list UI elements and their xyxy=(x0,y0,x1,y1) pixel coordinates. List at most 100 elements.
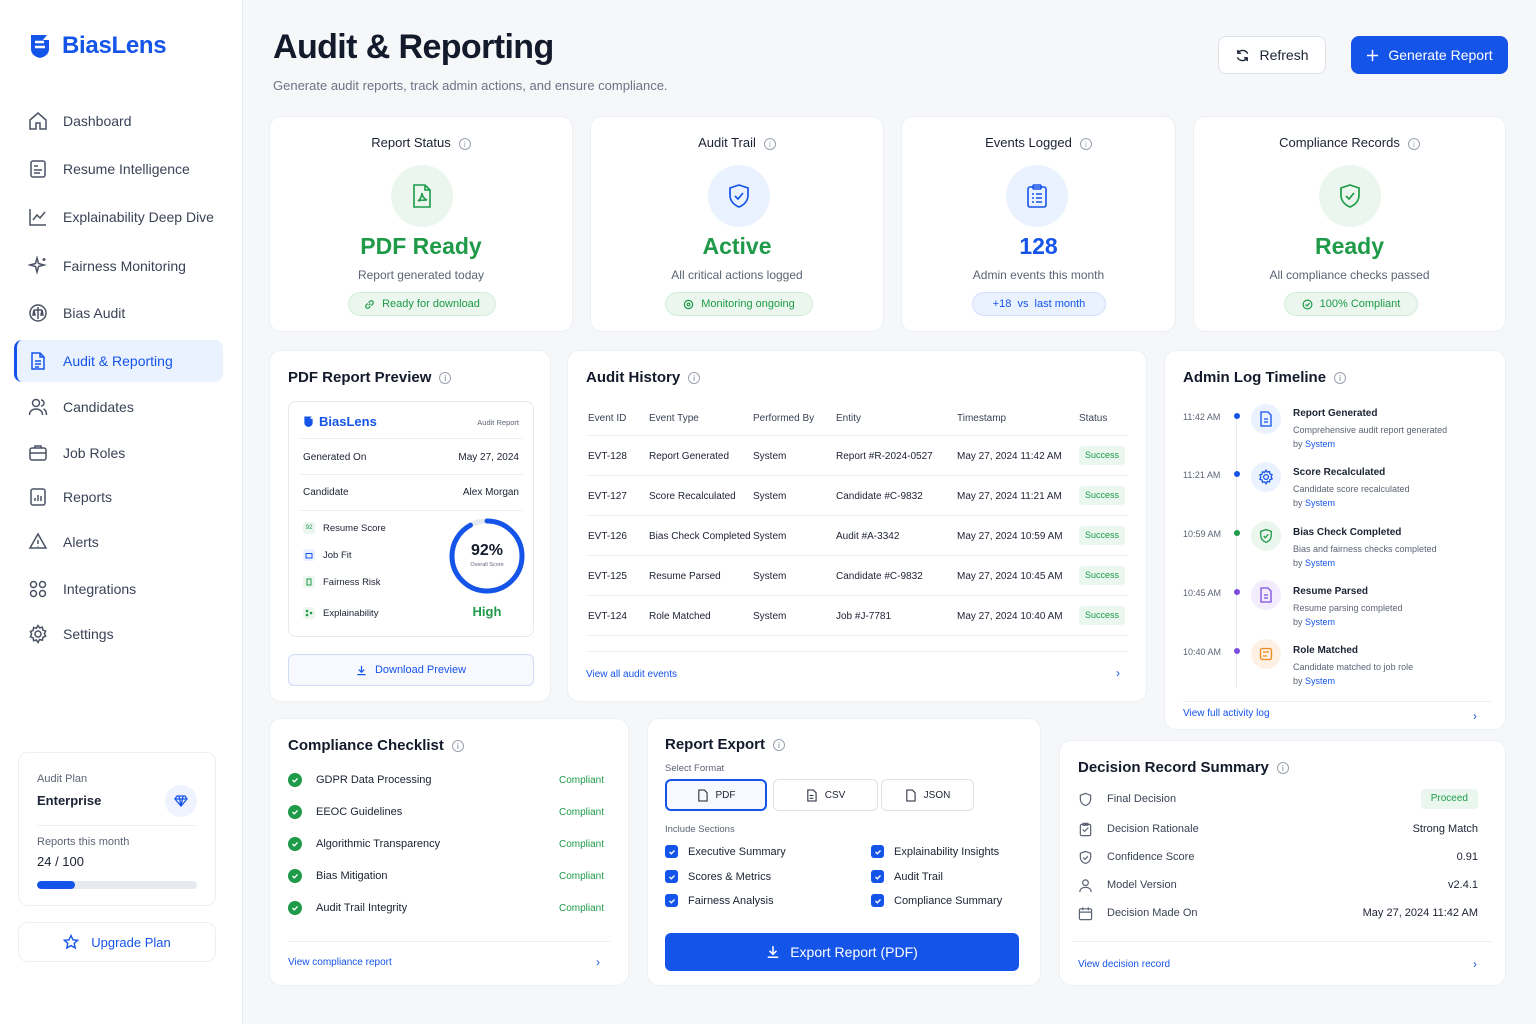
page-subtitle: Generate audit reports, track admin acti… xyxy=(273,78,668,93)
stat-pill: Ready for download xyxy=(348,292,496,316)
decision-record-card: Decision Record Summary i Final Decision P… xyxy=(1059,740,1506,986)
timeline-title: Role Matched xyxy=(1293,645,1359,656)
timeline-icon-wrap xyxy=(1251,639,1281,669)
card-title: Decision Record Summary i xyxy=(1078,759,1289,776)
file-icon xyxy=(1260,587,1272,603)
timeline-time: 11:21 AM xyxy=(1183,470,1221,480)
checkbox-checked-icon xyxy=(871,870,884,883)
timeline-dot xyxy=(1234,413,1240,419)
sidebar-item-resume-intelligence[interactable]: Resume Intelligence xyxy=(14,148,223,190)
table-row[interactable]: EVT-124 Role Matched System Job #J-7781 May … xyxy=(586,596,1128,636)
table-row[interactable]: EVT-128 Report Generated System Report #R-2… xyxy=(586,436,1128,476)
generate-report-button[interactable]: Generate Report xyxy=(1351,36,1508,74)
shield-check-icon xyxy=(1260,528,1272,544)
sidebar-item-fairness[interactable]: Fairness Monitoring xyxy=(14,245,223,287)
chevron-right-icon[interactable]: › xyxy=(1116,666,1120,680)
table-row[interactable]: EVT-126 Bias Check Completed System Audit #… xyxy=(586,516,1128,556)
chevron-right-icon[interactable]: › xyxy=(1473,709,1477,723)
chevron-right-icon[interactable]: › xyxy=(596,955,600,969)
decision-row: Final Decision Proceed xyxy=(1078,789,1478,809)
timeline-desc: Candidate matched to job role xyxy=(1293,662,1414,672)
timeline-icon-wrap xyxy=(1251,580,1281,610)
view-compliance-report-link[interactable]: View compliance report xyxy=(288,957,392,968)
timeline-by: by System xyxy=(1293,617,1336,627)
view-full-activity-log-link[interactable]: View full activity log xyxy=(1183,708,1270,719)
info-icon[interactable]: i xyxy=(458,137,471,150)
gear-icon xyxy=(1259,469,1273,485)
format-option-json[interactable]: JSON xyxy=(881,779,974,811)
timeline-by: by System xyxy=(1293,676,1336,686)
info-icon[interactable]: i xyxy=(763,137,776,150)
info-icon[interactable]: i xyxy=(439,372,452,385)
divider xyxy=(1183,701,1491,702)
column-header: Event ID xyxy=(588,413,627,424)
info-icon[interactable]: i xyxy=(451,740,464,753)
sidebar-item-integrations[interactable]: Integrations xyxy=(14,568,223,610)
export-report-button[interactable]: Export Report (PDF) xyxy=(665,933,1019,971)
checklist-item: GDPR Data Processing Compliant xyxy=(288,770,604,790)
sidebar-item-label: Bias Audit xyxy=(63,305,126,321)
refresh-button[interactable]: Refresh xyxy=(1218,36,1326,74)
section-checkbox[interactable]: Scores & Metrics xyxy=(665,870,771,883)
app-logo[interactable]: BiasLens xyxy=(28,32,167,60)
info-icon[interactable]: i xyxy=(688,372,701,385)
info-icon[interactable]: i xyxy=(1276,762,1289,775)
checkbox-checked-icon xyxy=(665,870,678,883)
view-all-audit-events-link[interactable]: View all audit events xyxy=(586,669,677,680)
stat-icon-wrap xyxy=(708,165,770,227)
timeline-title: Score Recalculated xyxy=(1293,467,1386,478)
shield-check-icon xyxy=(1079,850,1092,864)
sidebar-item-label: Candidates xyxy=(63,399,134,415)
check-icon xyxy=(288,901,302,915)
sidebar-item-job-roles[interactable]: Job Roles xyxy=(14,432,223,474)
format-option-csv[interactable]: CSV xyxy=(773,779,878,811)
sidebar-item-reports[interactable]: Reports xyxy=(14,476,223,518)
card-title: Audit History i xyxy=(586,369,701,386)
section-checkbox[interactable]: Audit Trail xyxy=(871,870,943,883)
status-badge: Success xyxy=(1079,526,1126,545)
upgrade-plan-button[interactable]: Upgrade Plan xyxy=(18,922,216,962)
info-icon[interactable]: i xyxy=(1407,137,1420,150)
checkbox-checked-icon xyxy=(665,845,678,858)
pdf-preview-document: BiasLens Audit Report Generated On May 27… xyxy=(288,401,534,637)
document-icon xyxy=(1260,411,1272,427)
stat-title: Report Status i xyxy=(270,135,572,150)
sidebar-item-alerts[interactable]: Alerts xyxy=(14,521,223,563)
overall-score-label: Overall Score xyxy=(470,562,504,568)
info-icon[interactable]: i xyxy=(773,739,786,752)
chevron-right-icon[interactable]: › xyxy=(1473,957,1477,971)
format-option-pdf[interactable]: PDF xyxy=(665,779,767,811)
gear-icon xyxy=(29,624,47,644)
plan-divider xyxy=(37,825,197,826)
section-checkbox[interactable]: Compliance Summary xyxy=(871,894,1002,907)
timeline-title: Bias Check Completed xyxy=(1293,527,1402,538)
view-decision-record-link[interactable]: View decision record xyxy=(1078,959,1171,970)
sidebar-item-label: Integrations xyxy=(63,581,137,597)
column-header: Timestamp xyxy=(957,413,1007,424)
section-checkbox[interactable]: Fairness Analysis xyxy=(665,894,774,907)
info-icon[interactable]: i xyxy=(1334,372,1347,385)
stat-value: Ready xyxy=(1314,233,1385,259)
timeline-dot xyxy=(1234,471,1240,477)
sidebar-item-label: Settings xyxy=(63,626,114,642)
info-icon[interactable]: i xyxy=(1079,137,1092,150)
download-preview-button[interactable]: Download Preview xyxy=(288,654,534,686)
stat-card-compliance-records: Compliance Records i Ready All compliance… xyxy=(1193,116,1506,332)
sidebar-item-settings[interactable]: Settings xyxy=(14,613,223,655)
sidebar-item-candidates[interactable]: Candidates xyxy=(14,386,223,428)
section-checkbox[interactable]: Executive Summary xyxy=(665,845,786,858)
stat-title: Audit Trail i xyxy=(591,135,883,150)
sidebar-item-audit-reporting[interactable]: Audit & Reporting xyxy=(14,340,223,382)
sidebar-item-bias-audit[interactable]: Bias Audit xyxy=(14,292,223,334)
stat-title: Compliance Records i xyxy=(1194,135,1505,150)
table-header-divider xyxy=(586,435,1128,436)
timeline-time: 11:42 AM xyxy=(1183,412,1221,422)
sidebar-item-explainability[interactable]: Explainability Deep Dive xyxy=(14,196,223,238)
stat-pill: Monitoring ongoing xyxy=(665,292,813,316)
table-row[interactable]: EVT-125 Resume Parsed System Candidate #C-9… xyxy=(586,556,1128,596)
status-badge: Success xyxy=(1079,566,1126,585)
section-checkbox[interactable]: Explainability Insights xyxy=(871,845,999,858)
sidebar-item-dashboard[interactable]: Dashboard xyxy=(14,100,223,142)
overall-score-ring: 92% Overall Score xyxy=(447,516,527,596)
table-row[interactable]: EVT-127 Score Recalculated System Candidate… xyxy=(586,476,1128,516)
